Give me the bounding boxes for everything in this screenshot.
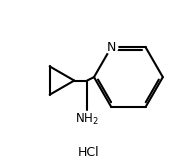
- Text: NH$_2$: NH$_2$: [75, 112, 99, 127]
- Text: HCl: HCl: [78, 146, 100, 159]
- Text: N: N: [107, 41, 116, 54]
